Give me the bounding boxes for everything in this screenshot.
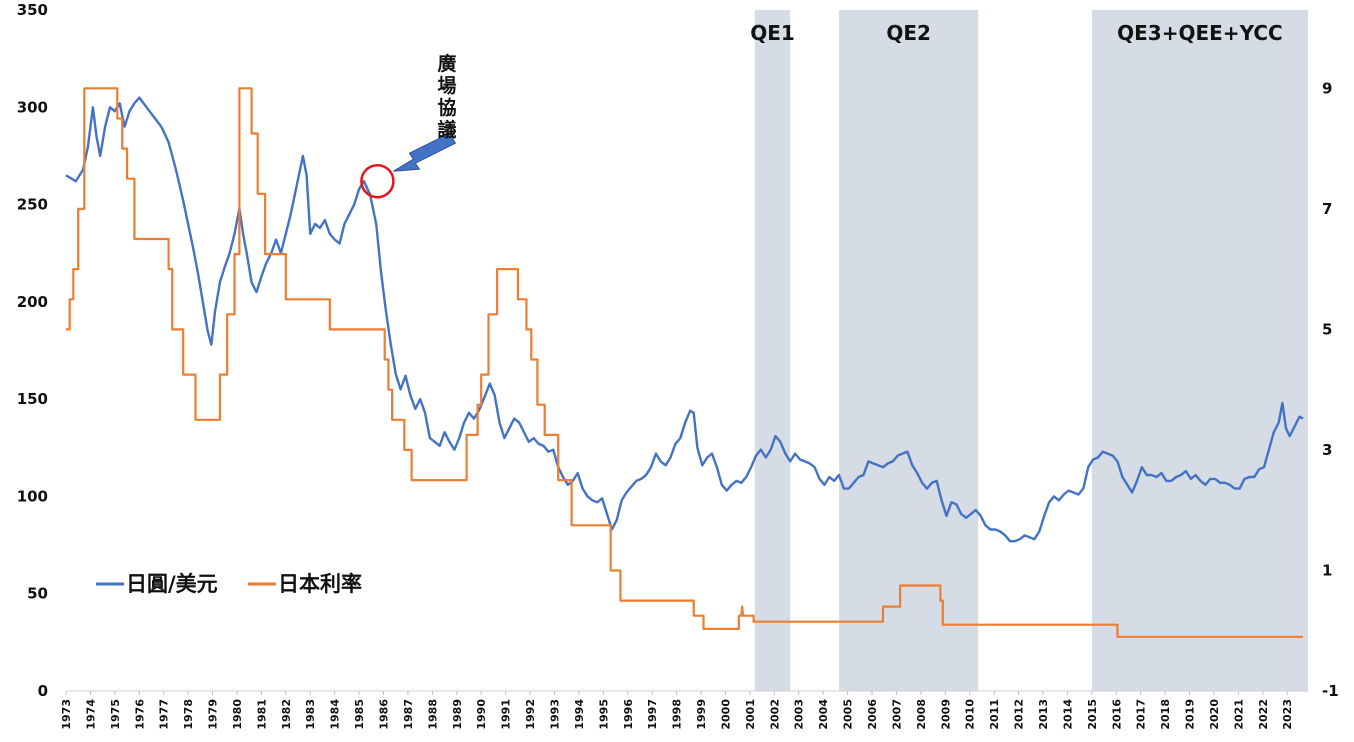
y-left-tick-label: 200 — [17, 293, 48, 311]
x-tick-label: 1979 — [207, 699, 220, 730]
y-axis-right: -1 1 3 5 7 9 — [1322, 79, 1339, 700]
x-tick-label: 2007 — [890, 699, 903, 730]
x-tick-label: 2017 — [1135, 699, 1148, 730]
y-left-tick-label: 50 — [27, 585, 48, 603]
x-tick-label: 1975 — [109, 699, 122, 730]
y-right-tick-label: 3 — [1322, 441, 1332, 459]
y-left-tick-label: 350 — [17, 1, 48, 19]
period-band-1 — [839, 10, 979, 691]
x-tick-label: 1978 — [182, 699, 195, 730]
annotation-char: 議 — [437, 118, 456, 141]
x-tick-label: 1987 — [402, 699, 415, 730]
series-line-1 — [66, 87, 1304, 638]
x-tick-label: 2006 — [866, 699, 879, 730]
x-tick-label: 2005 — [842, 699, 855, 730]
x-tick-label: 2011 — [988, 699, 1001, 730]
x-tick-label: 2010 — [964, 699, 977, 730]
x-tick-label: 2022 — [1257, 699, 1270, 730]
y-left-tick-label: 100 — [17, 487, 48, 505]
x-tick-label: 1974 — [84, 699, 97, 730]
policy-period-bands: QE1 QE2 QE3+QEE+YCC — [750, 10, 1308, 691]
x-tick-label: 1991 — [500, 699, 513, 730]
legend-label: 日圓/美元 — [126, 572, 218, 596]
annotation-char: 廣 — [437, 52, 456, 75]
period-label: QE2 — [886, 21, 931, 45]
x-tick-label: 1982 — [280, 699, 293, 730]
x-tick-label: 2003 — [793, 699, 806, 730]
x-tick-label: 1977 — [158, 699, 171, 730]
y-right-tick-label: 9 — [1322, 79, 1332, 97]
x-tick-label: 2008 — [915, 699, 928, 730]
x-tick-label: 1994 — [573, 699, 586, 730]
x-tick-label: 2020 — [1208, 699, 1221, 730]
series-lines — [65, 87, 1304, 638]
y-left-tick-label: 0 — [38, 682, 48, 700]
y-right-tick-label: 1 — [1322, 561, 1332, 579]
x-tick-label: 1988 — [426, 699, 439, 730]
x-tick-label: 2019 — [1184, 699, 1197, 730]
x-tick-label: 1992 — [524, 699, 537, 730]
series-line-0 — [65, 96, 1304, 543]
legend: 日圓/美元 日本利率 — [96, 572, 362, 596]
period-band-0 — [754, 10, 791, 691]
annotation-arrow — [393, 132, 457, 172]
x-tick-label: 1995 — [597, 699, 610, 730]
x-tick-label: 2021 — [1232, 699, 1245, 730]
x-tick-label: 1980 — [231, 699, 244, 730]
x-tick-label: 1989 — [451, 699, 464, 730]
x-tick-label: 2004 — [817, 699, 830, 730]
y-right-tick-label: 5 — [1322, 320, 1332, 338]
y-left-tick-label: 250 — [17, 196, 48, 214]
x-tick-label: 2002 — [768, 699, 781, 730]
period-label: QE1 — [750, 21, 795, 45]
x-axis: 1973 1974 1975 1976 1977 1978 1979 1980 1981 1982… — [60, 691, 1294, 730]
x-tick-label: 1996 — [622, 699, 635, 730]
y-left-tick-label: 150 — [17, 390, 48, 408]
legend-label: 日本利率 — [278, 572, 362, 596]
x-tick-label: 2012 — [1013, 699, 1026, 730]
x-tick-label: 2001 — [744, 699, 757, 730]
x-tick-label: 1983 — [304, 699, 317, 730]
x-tick-label: 2014 — [1061, 699, 1074, 730]
annotation-char: 場 — [437, 75, 456, 97]
x-tick-label: 1973 — [60, 699, 73, 730]
x-tick-label: 1985 — [353, 699, 366, 730]
x-tick-label: 2016 — [1110, 699, 1123, 730]
x-tick-label: 1999 — [695, 699, 708, 730]
annotation-circle — [360, 163, 395, 199]
x-tick-label: 2009 — [939, 699, 952, 730]
x-tick-label: 1981 — [255, 699, 268, 730]
x-tick-label: 2018 — [1159, 699, 1172, 730]
x-tick-label: 2000 — [719, 699, 732, 730]
period-band-2 — [1091, 10, 1308, 691]
x-tick-label: 1998 — [671, 699, 684, 730]
y-left-tick-label: 300 — [17, 98, 48, 116]
x-tick-label: 1997 — [646, 699, 659, 730]
y-right-tick-label: 7 — [1322, 200, 1332, 218]
x-tick-label: 1990 — [475, 699, 488, 730]
y-right-tick-label: -1 — [1322, 682, 1339, 700]
annotation-char: 協 — [437, 97, 456, 119]
x-tick-label: 1993 — [548, 699, 561, 730]
period-label: QE3+QEE+YCC — [1117, 21, 1283, 45]
y-axis-left: 0 50 100 150 200 250 300 350 — [17, 1, 48, 700]
x-tick-label: 1976 — [133, 699, 146, 730]
x-tick-label: 2013 — [1037, 699, 1050, 730]
x-tick-label: 1986 — [378, 699, 391, 730]
x-tick-label: 1984 — [329, 699, 342, 730]
x-tick-label: 2015 — [1086, 699, 1099, 730]
x-tick-label: 2023 — [1281, 699, 1294, 730]
